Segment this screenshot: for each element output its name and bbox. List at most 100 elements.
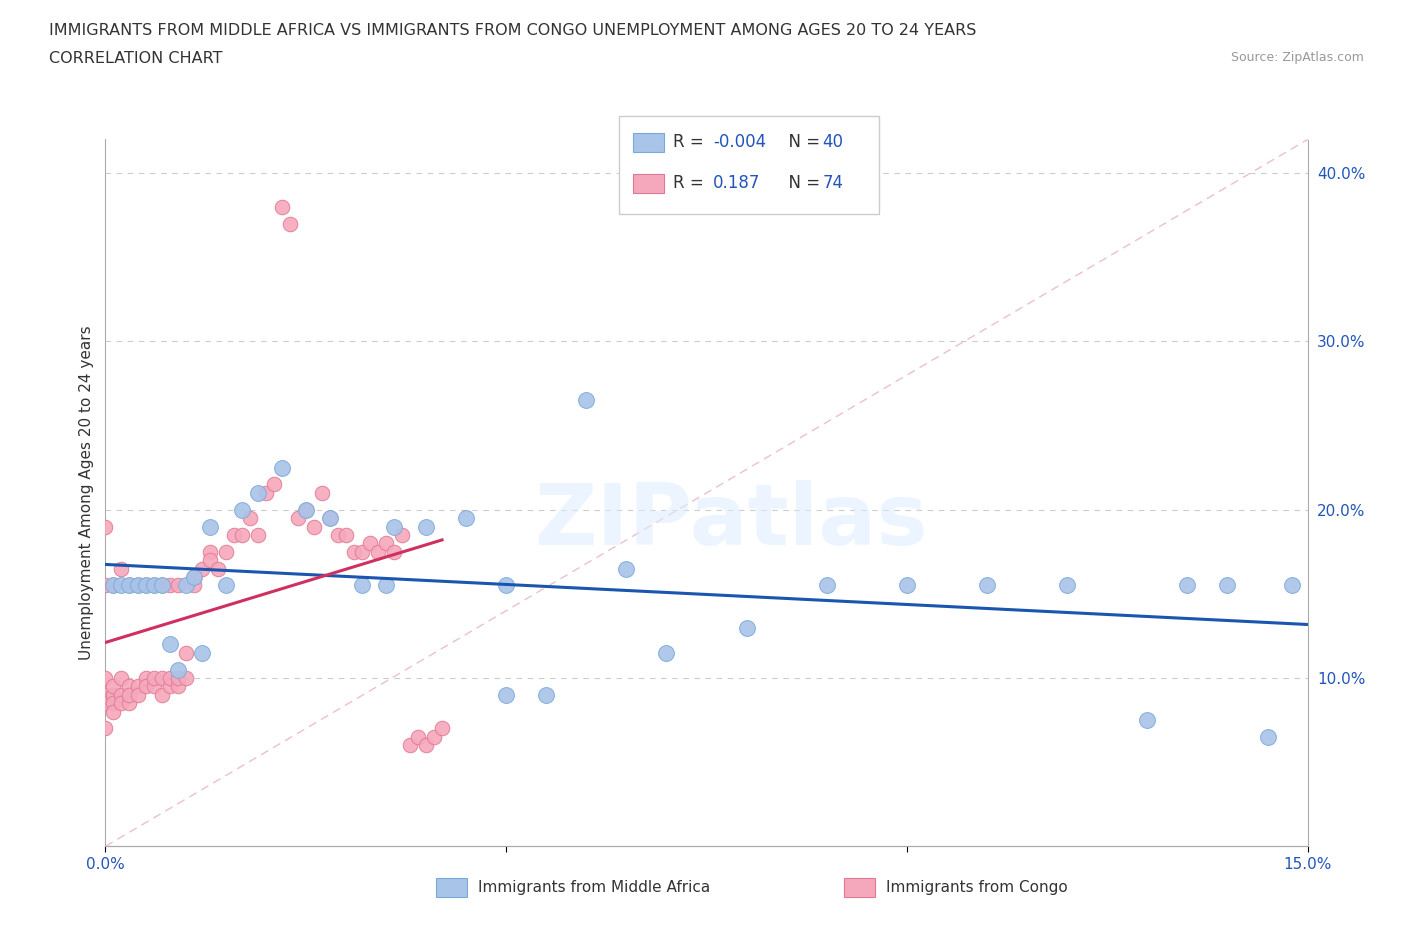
- Point: [94, 721, 117, 736]
- Point: [415, 737, 437, 752]
- Point: [198, 544, 221, 559]
- Point: [190, 645, 212, 660]
- Point: [159, 679, 181, 694]
- Point: [254, 485, 277, 500]
- Point: [415, 519, 437, 534]
- Point: [495, 687, 517, 702]
- Point: [311, 485, 333, 500]
- Point: [150, 687, 173, 702]
- Point: [166, 578, 188, 593]
- Point: [374, 578, 398, 593]
- Point: [399, 737, 422, 752]
- Point: [127, 679, 149, 694]
- Point: [159, 671, 181, 685]
- Y-axis label: Unemployment Among Ages 20 to 24 years: Unemployment Among Ages 20 to 24 years: [79, 326, 94, 660]
- Point: [350, 578, 373, 593]
- Point: [118, 696, 141, 711]
- Text: ZIPatlas: ZIPatlas: [534, 480, 928, 563]
- Point: [142, 578, 165, 593]
- Point: [382, 519, 405, 534]
- Text: -0.004: -0.004: [713, 133, 766, 152]
- Point: [190, 561, 212, 576]
- Point: [454, 511, 477, 525]
- Point: [166, 662, 188, 677]
- Point: [655, 645, 678, 660]
- Point: [110, 578, 132, 593]
- Text: Immigrants from Congo: Immigrants from Congo: [886, 880, 1067, 895]
- Text: 40: 40: [823, 133, 844, 152]
- Point: [382, 544, 405, 559]
- Point: [278, 216, 301, 231]
- Point: [343, 544, 366, 559]
- Text: CORRELATION CHART: CORRELATION CHART: [49, 51, 222, 66]
- Point: [118, 578, 141, 593]
- Point: [214, 578, 236, 593]
- Point: [495, 578, 517, 593]
- Text: R =: R =: [673, 174, 710, 193]
- Point: [110, 687, 132, 702]
- Point: [335, 527, 357, 542]
- Point: [142, 671, 165, 685]
- Point: [1216, 578, 1239, 593]
- Point: [406, 729, 429, 744]
- Point: [174, 578, 197, 593]
- Point: [222, 527, 245, 542]
- Point: [231, 527, 253, 542]
- Text: Immigrants from Middle Africa: Immigrants from Middle Africa: [478, 880, 710, 895]
- Point: [166, 679, 188, 694]
- Text: 0.187: 0.187: [713, 174, 761, 193]
- Point: [1056, 578, 1078, 593]
- Point: [110, 561, 132, 576]
- Point: [183, 569, 205, 584]
- Point: [735, 620, 758, 635]
- Point: [118, 687, 141, 702]
- Point: [534, 687, 557, 702]
- Point: [270, 199, 292, 214]
- Point: [214, 544, 236, 559]
- Point: [616, 561, 638, 576]
- Point: [103, 687, 125, 702]
- Point: [391, 527, 413, 542]
- Point: [1177, 578, 1199, 593]
- Point: [118, 679, 141, 694]
- Point: [359, 536, 381, 551]
- Point: [246, 527, 269, 542]
- Point: [103, 578, 125, 593]
- Text: N =: N =: [778, 133, 825, 152]
- Point: [135, 679, 157, 694]
- Point: [350, 544, 373, 559]
- Point: [430, 721, 453, 736]
- Point: [183, 578, 205, 593]
- Point: [263, 477, 285, 492]
- Point: [94, 687, 117, 702]
- Point: [183, 569, 205, 584]
- Point: [423, 729, 446, 744]
- Point: [135, 671, 157, 685]
- Point: [150, 578, 173, 593]
- Point: [103, 696, 125, 711]
- Point: [239, 511, 262, 525]
- Point: [231, 502, 253, 517]
- Point: [118, 578, 141, 593]
- Point: [270, 460, 292, 475]
- Point: [319, 511, 342, 525]
- Point: [110, 671, 132, 685]
- Point: [1136, 712, 1159, 727]
- Point: [174, 671, 197, 685]
- Point: [198, 552, 221, 567]
- Point: [127, 687, 149, 702]
- Text: N =: N =: [778, 174, 825, 193]
- Point: [198, 519, 221, 534]
- Point: [142, 679, 165, 694]
- Point: [103, 679, 125, 694]
- Point: [1281, 578, 1303, 593]
- Point: [135, 578, 157, 593]
- Point: [150, 578, 173, 593]
- Text: 74: 74: [823, 174, 844, 193]
- Point: [174, 645, 197, 660]
- Text: R =: R =: [673, 133, 710, 152]
- Text: IMMIGRANTS FROM MIDDLE AFRICA VS IMMIGRANTS FROM CONGO UNEMPLOYMENT AMONG AGES 2: IMMIGRANTS FROM MIDDLE AFRICA VS IMMIGRA…: [49, 23, 977, 38]
- Point: [110, 696, 132, 711]
- Point: [127, 578, 149, 593]
- Point: [135, 578, 157, 593]
